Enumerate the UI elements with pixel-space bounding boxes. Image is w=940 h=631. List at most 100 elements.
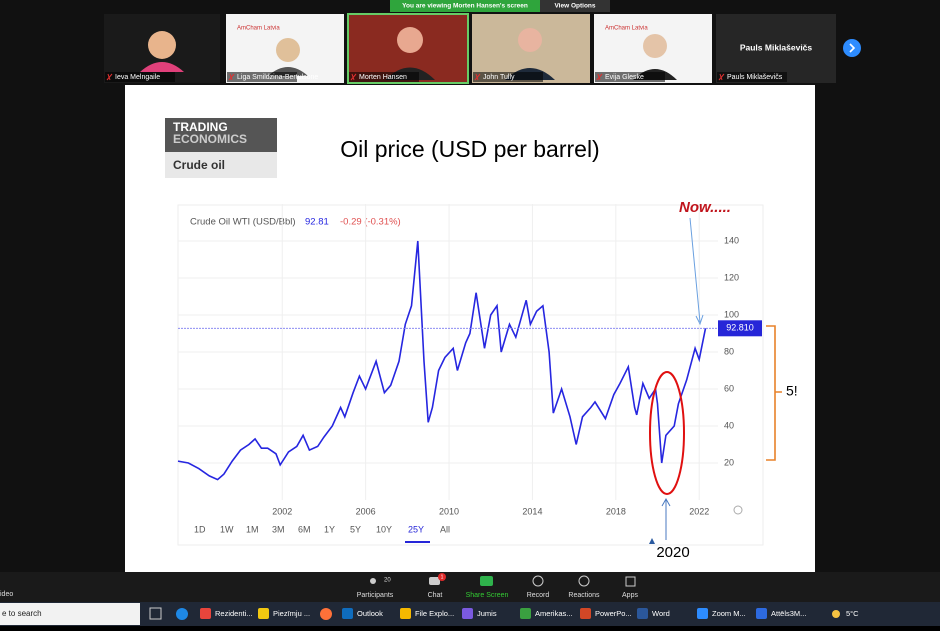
reactions-button[interactable]: Reactions xyxy=(568,592,600,599)
task-icon[interactable] xyxy=(342,608,353,619)
task-app[interactable]: PowerPo... xyxy=(595,609,632,618)
view-options-text[interactable]: View Options xyxy=(554,3,595,10)
chart-price: 92.81 xyxy=(305,217,329,228)
chart-change: -0.29 (-0.31%) xyxy=(340,217,401,228)
task-app[interactable]: Outlook xyxy=(357,609,383,618)
task-app[interactable]: Zoom M... xyxy=(712,609,746,618)
task-icon[interactable] xyxy=(200,608,211,619)
name-bg xyxy=(473,72,543,82)
task-app[interactable]: Piezīmju ... xyxy=(273,609,310,618)
range-button[interactable]: 1D xyxy=(194,524,206,534)
avatar xyxy=(397,27,423,53)
slide-title: Oil price (USD per barrel) xyxy=(340,136,599,162)
range-button[interactable]: 1W xyxy=(220,524,234,534)
participant-name: Pauls Miklaševičs xyxy=(727,74,783,81)
icon xyxy=(578,575,590,587)
weather-icon xyxy=(832,610,840,618)
icon xyxy=(429,577,440,585)
range-button[interactable]: 1M xyxy=(246,524,259,534)
next-page[interactable] xyxy=(843,39,861,57)
muted-icon xyxy=(596,73,603,81)
participant-name: Evija Gleske xyxy=(605,74,644,81)
range-button[interactable]: 10Y xyxy=(376,524,392,534)
participant-count: 20 xyxy=(384,578,391,584)
task-icon[interactable] xyxy=(462,608,473,619)
task-icon[interactable] xyxy=(756,608,767,619)
chart-title: Crude Oil WTI (USD/Bbl) xyxy=(190,217,296,228)
search-text[interactable]: e to search xyxy=(2,609,42,618)
range-button[interactable]: 25Y xyxy=(408,524,424,534)
share-button[interactable]: Share Screen xyxy=(466,592,509,599)
weather: 5°C xyxy=(846,609,859,618)
task-icon[interactable] xyxy=(149,607,162,620)
annotation-ratio: 5! xyxy=(786,383,798,399)
muted-icon xyxy=(474,73,481,81)
participants-button[interactable]: Participants xyxy=(357,592,394,599)
icon xyxy=(625,576,636,587)
arrow xyxy=(689,217,701,323)
task-icon[interactable] xyxy=(176,608,188,620)
muted-icon xyxy=(228,73,235,81)
task-app[interactable]: Amerikas... xyxy=(535,609,573,618)
name-bg xyxy=(595,72,665,82)
y-tick-label: 60 xyxy=(724,383,734,393)
task-app[interactable]: Attēls3M... xyxy=(771,609,806,618)
task-app[interactable]: Word xyxy=(652,609,670,618)
participant-name: Liga Smildzina-Bertulsone xyxy=(237,74,318,81)
avatar xyxy=(276,38,300,62)
name-bg xyxy=(717,72,787,82)
y-tick-label: 100 xyxy=(724,309,739,319)
participant-name: John Tully xyxy=(483,74,515,81)
name-bg xyxy=(227,72,297,82)
tile[interactable] xyxy=(716,14,836,83)
video-label[interactable]: ideo xyxy=(0,591,13,598)
name-bg xyxy=(349,72,419,82)
y-tick-label: 140 xyxy=(724,235,739,245)
task-app[interactable]: Rezidenti... xyxy=(215,609,253,618)
search-box[interactable] xyxy=(0,603,140,625)
task-icon[interactable] xyxy=(400,608,411,619)
x-tick-label: 2022 xyxy=(689,506,709,516)
avatar xyxy=(148,31,176,59)
banner-text: You are viewing Morten Hansen's screen xyxy=(402,3,528,10)
range-button[interactable]: 3M xyxy=(272,524,285,534)
chat-button[interactable]: Chat xyxy=(428,592,443,599)
avatar xyxy=(140,62,184,72)
participant-name: Morten Hansen xyxy=(359,74,407,81)
range-button[interactable]: All xyxy=(440,524,450,534)
price-line xyxy=(177,240,707,481)
arrow xyxy=(661,497,671,540)
highlight-ellipse xyxy=(649,371,685,495)
arrow xyxy=(695,314,704,326)
range-button[interactable]: 5Y xyxy=(350,524,361,534)
badge xyxy=(438,573,446,581)
task-icon[interactable] xyxy=(320,608,332,620)
task-app[interactable]: File Explo... xyxy=(415,609,454,618)
icon xyxy=(480,576,493,586)
banner xyxy=(390,0,540,12)
task-app[interactable]: Jumis xyxy=(477,609,497,618)
muted-icon xyxy=(106,73,113,81)
apps-button[interactable]: Apps xyxy=(622,592,638,599)
range-button[interactable]: 6M xyxy=(298,524,311,534)
avatar xyxy=(518,28,542,52)
current-price-tag xyxy=(718,320,762,337)
task-icon[interactable] xyxy=(697,608,708,619)
view-options[interactable] xyxy=(540,0,610,12)
y-tick-label: 120 xyxy=(724,272,739,282)
icon xyxy=(370,578,376,584)
task-icon[interactable] xyxy=(520,608,531,619)
annotation-now: Now..... xyxy=(679,199,731,216)
settings-icon[interactable] xyxy=(733,505,743,515)
record-button[interactable]: Record xyxy=(527,592,550,599)
next-icon xyxy=(849,43,856,53)
chart-frame xyxy=(177,204,764,546)
task-icon[interactable] xyxy=(637,608,648,619)
task-icon[interactable] xyxy=(580,608,591,619)
x-tick-label: 2010 xyxy=(439,506,459,516)
range-button[interactable]: 1Y xyxy=(324,524,335,534)
org-text: AmCham Latvia xyxy=(605,26,648,32)
task-icon[interactable] xyxy=(258,608,269,619)
x-tick-label: 2014 xyxy=(522,506,542,516)
